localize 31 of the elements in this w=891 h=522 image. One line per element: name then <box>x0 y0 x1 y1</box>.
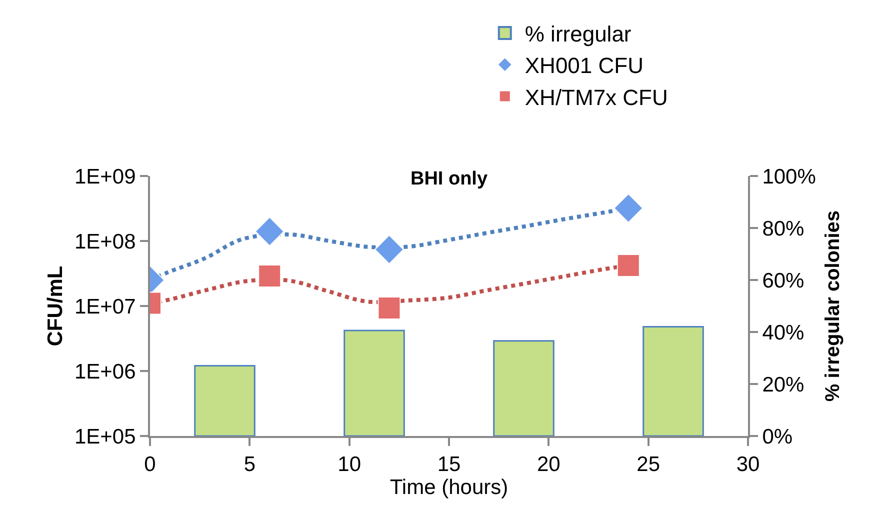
y-tick-label: 1E+08 <box>74 230 136 254</box>
y-tick-label: 1E+07 <box>74 295 136 318</box>
y2-tick-label: 100% <box>762 165 816 188</box>
x-tick-label: 20 <box>536 453 560 476</box>
point <box>374 234 404 264</box>
y2-axis-title: % irregular colonies <box>822 210 844 402</box>
y2-tick-label: 0% <box>762 425 793 448</box>
x-tick-label: 0 <box>144 453 156 476</box>
y-tick-label: 1E+05 <box>74 425 136 448</box>
x-tick-label: 15 <box>437 453 461 476</box>
y2-tick-label: 40% <box>762 321 804 344</box>
point <box>614 193 644 223</box>
y2-tick-label: 20% <box>762 373 804 396</box>
y-tick-label: 1E+09 <box>74 165 136 188</box>
legend-label: XH001 CFU <box>524 53 644 78</box>
point <box>254 216 284 246</box>
point <box>258 264 282 288</box>
y-axis-title: CFU/mL <box>44 266 68 346</box>
x-tick-label: 5 <box>244 453 256 476</box>
chart-title: BHI only <box>410 168 488 190</box>
y2-tick-label: 60% <box>762 269 804 292</box>
x-axis-title: Time (hours) <box>390 476 508 500</box>
x-tick-label: 10 <box>338 453 362 476</box>
legend-label: XH/TM7x CFU <box>524 84 668 110</box>
legend-label: % irregular <box>524 22 632 47</box>
point <box>378 296 401 320</box>
x-tick-label: 30 <box>736 453 760 476</box>
x-tick-label: 25 <box>636 453 660 476</box>
point <box>616 254 640 277</box>
y2-tick-label: 80% <box>762 217 804 240</box>
y-tick-label: 1E+06 <box>74 360 136 384</box>
